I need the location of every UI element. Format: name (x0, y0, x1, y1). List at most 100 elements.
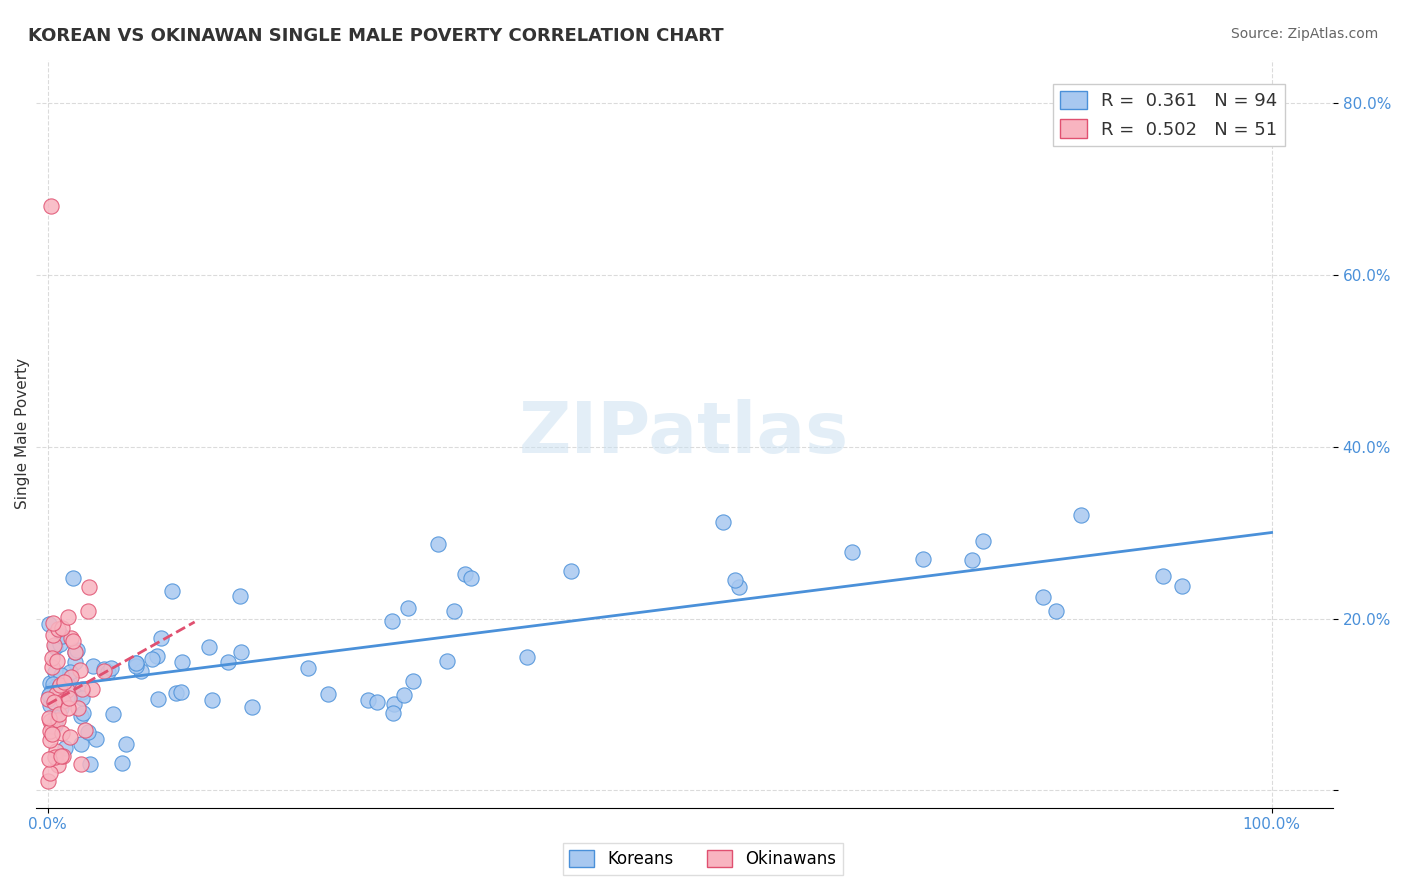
Point (39, 723, 62, 738)
Point (62, 571, 84, 585)
Point (960, 553, 983, 567)
Point (93, 664, 115, 678)
Point (63, 644, 86, 658)
Point (44, 714, 66, 728)
Point (52, 694, 75, 708)
Point (41, 650, 63, 665)
Point (146, 649, 169, 664)
Point (44, 640, 66, 654)
Point (59, 665, 82, 679)
Point (42, 638, 65, 652)
Point (1070, 508, 1092, 523)
Point (42, 628, 65, 642)
Point (41, 199, 63, 213)
Point (38, 689, 60, 703)
Point (52, 749, 75, 764)
Point (318, 687, 340, 701)
Point (63, 655, 86, 669)
Point (229, 590, 252, 604)
Point (131, 664, 153, 678)
Text: KOREAN VS OKINAWAN SINGLE MALE POVERTY CORRELATION CHART: KOREAN VS OKINAWAN SINGLE MALE POVERTY C… (28, 27, 724, 45)
Point (100, 661, 122, 675)
Point (72, 681, 94, 696)
Point (38, 616, 60, 631)
Point (82, 659, 104, 673)
Point (70, 709, 93, 723)
Point (443, 604, 465, 618)
Point (45, 654, 67, 668)
Point (62, 634, 84, 648)
Point (396, 601, 419, 615)
Point (392, 688, 415, 702)
Point (366, 696, 388, 710)
Point (170, 656, 193, 670)
Legend: Koreans, Okinawans: Koreans, Okinawans (562, 843, 844, 875)
Point (724, 573, 747, 587)
Legend: R =  0.361   N = 94, R =  0.502   N = 51: R = 0.361 N = 94, R = 0.502 N = 51 (1053, 84, 1285, 145)
Point (45, 744, 67, 758)
Point (41, 719, 63, 733)
Point (381, 615, 404, 629)
Point (972, 533, 994, 548)
Point (436, 654, 458, 668)
Point (46, 713, 69, 727)
Point (713, 515, 735, 529)
Point (148, 691, 170, 706)
Point (49, 701, 72, 715)
Point (160, 583, 183, 598)
Point (454, 567, 477, 582)
Point (70, 757, 93, 772)
Text: Source: ZipAtlas.com: Source: ZipAtlas.com (1230, 27, 1378, 41)
Point (51, 725, 73, 739)
Point (53, 675, 76, 690)
Point (728, 580, 751, 594)
Point (58, 673, 80, 688)
Point (149, 631, 172, 645)
Point (42, 616, 65, 631)
Point (58, 690, 80, 705)
Point (37, 692, 59, 706)
Point (70, 690, 93, 705)
Point (46, 758, 69, 772)
Point (56, 700, 79, 714)
Point (460, 570, 482, 584)
Point (381, 706, 404, 720)
Point (402, 673, 425, 688)
Point (357, 693, 380, 707)
Point (1171, 579, 1194, 593)
Point (1032, 590, 1054, 604)
Point (41, 660, 63, 674)
Point (49, 696, 72, 710)
Point (48, 681, 70, 695)
Point (79, 580, 101, 594)
Point (77, 604, 100, 618)
Point (80, 681, 103, 696)
Point (42, 694, 65, 708)
Point (49, 667, 72, 681)
Point (97, 665, 120, 679)
Point (426, 537, 449, 551)
Text: ZIPatlas: ZIPatlas (519, 399, 849, 468)
Point (217, 655, 239, 669)
Point (49, 748, 72, 763)
Point (51, 621, 73, 635)
Point (44, 718, 66, 732)
Point (41, 683, 63, 698)
Point (114, 737, 136, 751)
Point (45, 679, 67, 693)
Point (297, 661, 319, 675)
Point (79, 757, 101, 772)
Point (53, 684, 76, 698)
Point (56, 683, 79, 698)
Point (51, 629, 73, 643)
Point (125, 657, 148, 671)
Point (49, 683, 72, 698)
Point (46, 623, 69, 637)
Point (38, 752, 60, 766)
Point (37, 774, 59, 789)
Point (39, 676, 62, 690)
Point (38, 711, 60, 725)
Point (911, 552, 934, 566)
Point (59, 730, 82, 744)
Point (60, 670, 83, 684)
